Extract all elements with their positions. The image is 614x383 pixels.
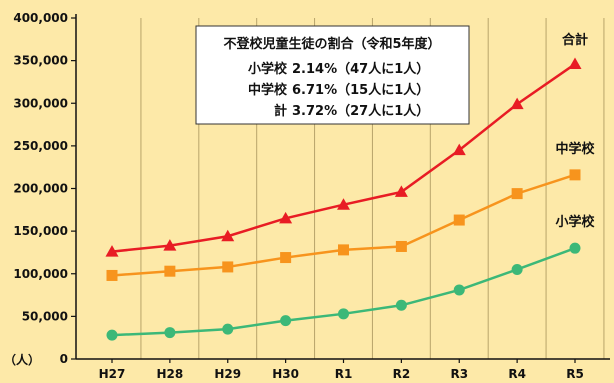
data-point-2-3: [280, 315, 292, 327]
data-point-1-4: [338, 244, 349, 256]
annotation-value-elementary: 2.14%（47人に1人）: [292, 61, 429, 77]
x-tick-label-8: R5: [566, 367, 584, 381]
data-point-0-1: [163, 239, 177, 251]
x-tick-label-4: R1: [335, 367, 353, 381]
y-tick-label-1: 50,000: [22, 309, 68, 323]
x-tick-label-2: H29: [214, 367, 241, 381]
data-point-1-0: [106, 269, 118, 281]
y-axis-ticks: 0 50,000 100,000 150,000 200,000 250,000 300,0…: [13, 11, 76, 366]
data-point-1-6: [453, 214, 465, 226]
data-point-2-5: [395, 299, 407, 311]
data-point-2-1: [164, 327, 176, 339]
data-point-1-8: [569, 169, 581, 181]
data-point-2-0: [106, 329, 118, 341]
y-tick-label-2: 100,000: [13, 267, 68, 281]
data-point-0-5: [394, 185, 408, 197]
series-line-1: [111, 173, 576, 277]
annotation-title: 不登校児童生徒の割合（令和5年度）: [223, 36, 440, 52]
data-point-1-3: [280, 252, 292, 264]
data-point-0-4: [337, 198, 350, 210]
data-point-0-3: [279, 211, 293, 224]
y-tick-label-0: 0: [60, 352, 68, 366]
x-axis-ticks: H27 H28 H29 H30 R1 R2 R3 R4 R5: [99, 359, 584, 381]
data-point-2-2: [222, 323, 234, 335]
y-tick-label-3: 150,000: [13, 224, 68, 238]
annotation-label-elementary: 小学校: [248, 61, 288, 77]
data-point-0-0: [105, 245, 119, 257]
annotation-frame: [195, 25, 470, 125]
series-label-1: 中学校: [555, 141, 595, 157]
x-tick-label-0: H27: [99, 367, 126, 381]
data-point-2-4: [338, 308, 349, 320]
x-tick-label-1: H28: [157, 367, 184, 381]
data-point-1-2: [222, 261, 234, 273]
data-point-1-7: [511, 188, 523, 200]
x-tick-label-5: R2: [393, 367, 411, 381]
data-point-1-5: [395, 240, 407, 252]
data-point-2-6: [453, 284, 465, 296]
y-tick-label-6: 300,000: [13, 96, 68, 110]
y-tick-label-5: 250,000: [13, 139, 68, 153]
y-tick-label-8: 400,000: [13, 11, 68, 25]
data-point-0-8: [568, 57, 582, 70]
series-line-2: [111, 247, 576, 337]
x-tick-label-3: H30: [272, 367, 299, 381]
x-tick-label-6: R3: [450, 367, 468, 381]
annotation-value-total: 3.72%（27人に1人）: [292, 103, 429, 119]
data-point-0-2: [221, 229, 235, 242]
series-group: [105, 57, 582, 341]
y-tick-label-7: 350,000: [13, 54, 68, 68]
data-point-2-7: [511, 263, 523, 275]
annotation-label-total: 計: [274, 103, 287, 119]
data-point-0-7: [510, 97, 524, 110]
data-point-0-6: [452, 143, 466, 156]
data-point-1-1: [164, 265, 176, 277]
x-tick-label-7: R4: [508, 367, 526, 381]
annotation-value-junior-high: 6.71%（15人に1人）: [292, 82, 429, 98]
y-tick-label-4: 200,000: [13, 182, 68, 196]
annotation-box: 不登校児童生徒の割合（令和5年度） 小学校 2.14%（47人に1人） 中学校 …: [195, 25, 470, 125]
data-point-2-8: [569, 242, 581, 254]
series-label-2: 小学校: [555, 214, 595, 230]
annotation-label-junior-high: 中学校: [248, 82, 288, 98]
y-axis-unit: （人）: [4, 352, 40, 367]
series-label-0: 合計: [562, 32, 588, 48]
